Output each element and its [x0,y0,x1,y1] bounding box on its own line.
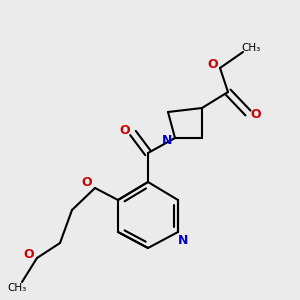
Text: O: O [82,176,92,190]
Text: O: O [120,124,130,136]
Text: N: N [162,134,172,148]
Text: O: O [251,109,261,122]
Text: N: N [178,233,188,247]
Text: O: O [208,58,218,71]
Text: CH₃: CH₃ [8,283,27,293]
Text: O: O [24,248,34,262]
Text: CH₃: CH₃ [242,43,261,53]
